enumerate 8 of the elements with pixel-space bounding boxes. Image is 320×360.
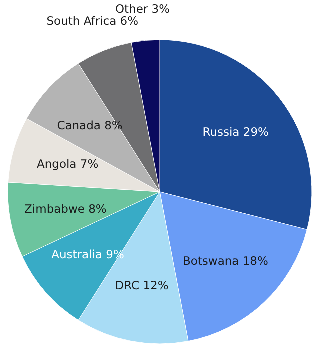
slice-label: Other 3% — [115, 2, 170, 16]
slice-label: Botswana 18% — [183, 254, 268, 268]
slice-label: Canada 8% — [57, 118, 123, 132]
slice-label: DRC 12% — [115, 278, 169, 292]
slice-label: South Africa 6% — [46, 14, 139, 28]
slice-label: Russia 29% — [202, 125, 270, 140]
slice-label: Angola 7% — [36, 157, 99, 172]
slice-label: Zimbabwe 8% — [24, 202, 107, 216]
